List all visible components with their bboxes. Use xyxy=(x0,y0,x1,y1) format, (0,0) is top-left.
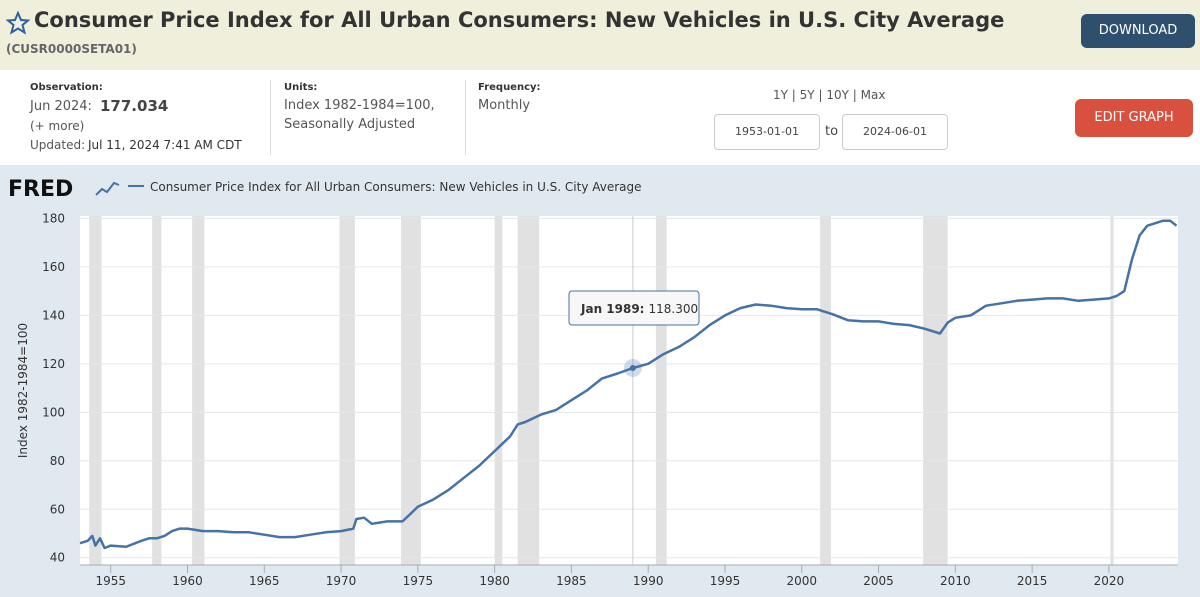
header xyxy=(0,0,1200,70)
tooltip: Jan 1989: 118.300 xyxy=(568,290,700,326)
series-line xyxy=(79,219,1178,550)
y-axis-label: Index 1982-1984=100 xyxy=(16,323,30,458)
range-link[interactable]: 5Y xyxy=(799,88,815,102)
edit-graph-button[interactable]: EDIT GRAPH xyxy=(1075,99,1193,137)
separator: | xyxy=(791,88,796,102)
y-tick-label: 180 xyxy=(42,211,65,225)
favorite-star[interactable] xyxy=(6,11,30,35)
recession-band xyxy=(820,216,831,565)
recession-band xyxy=(192,216,205,565)
logo-icon xyxy=(95,181,120,196)
x-tick-label: 2010 xyxy=(940,574,971,588)
recession-band xyxy=(923,216,948,565)
range-link[interactable]: 10Y xyxy=(826,88,849,102)
download-button[interactable]: DOWNLOAD xyxy=(1081,14,1195,48)
recession-band xyxy=(339,216,355,565)
hover-point xyxy=(629,364,636,371)
tooltip-text: Jan 1989: 118.300 xyxy=(580,302,698,316)
tooltip-value: 118.300 xyxy=(648,302,698,316)
recession-band xyxy=(89,216,102,565)
logo: FRED xyxy=(8,177,73,202)
y-tick-label: 140 xyxy=(42,308,65,322)
x-tick-label: 2015 xyxy=(1017,574,1048,588)
x-tick-label: 1965 xyxy=(249,574,280,588)
label: Frequency: xyxy=(478,82,541,93)
range-link[interactable]: Max xyxy=(860,88,886,102)
more-link[interactable]: (+ more) xyxy=(30,119,85,133)
recession-band xyxy=(1110,216,1114,565)
recession-band xyxy=(655,216,667,565)
x-tick-label: 1985 xyxy=(556,574,587,588)
separator: | xyxy=(852,88,857,102)
to-label: to xyxy=(825,124,839,139)
x-tick-label: 1970 xyxy=(326,574,357,588)
units: Seasonally Adjusted xyxy=(284,117,416,132)
tooltip-label: Jan 1989: xyxy=(580,302,644,316)
updated: Jul 11, 2024 7:41 AM CDT xyxy=(88,138,242,152)
x-tick-label: 2005 xyxy=(863,574,894,588)
divider xyxy=(270,80,271,155)
x-tick-label: 1975 xyxy=(403,574,434,588)
label: Observation: xyxy=(30,82,103,93)
divider xyxy=(465,80,466,155)
y-tick-label: 60 xyxy=(50,502,65,516)
chart: FRED Consumer Price Index for All Urban C… xyxy=(8,177,1178,588)
x-tick-label: 1955 xyxy=(95,574,126,588)
x-tick-label: 1990 xyxy=(633,574,664,588)
recession-band xyxy=(152,216,162,565)
x-tick-label: 1995 xyxy=(710,574,741,588)
legend-label: Consumer Price Index for All Urban Consu… xyxy=(150,180,642,194)
series-id: (CUSR0000SETA01) xyxy=(6,42,137,56)
y-tick-label: 120 xyxy=(42,357,65,371)
y-tick-label: 40 xyxy=(50,551,65,565)
recession-band xyxy=(494,216,503,565)
x-tick-label: 2020 xyxy=(1094,574,1125,588)
separator: | xyxy=(818,88,823,102)
start-date[interactable]: 1953-01-01 xyxy=(714,114,820,150)
tooltip-box xyxy=(568,290,700,326)
y-tick-label: 160 xyxy=(42,260,65,274)
range-control: 1Y | 5Y | 10Y | Max xyxy=(773,88,885,102)
observation-date: Jun 2024: xyxy=(30,99,92,114)
plot-area xyxy=(80,216,1178,565)
title: Consumer Price Index for All Urban Consu… xyxy=(34,8,1005,32)
range-link[interactable]: 1Y xyxy=(773,88,788,102)
label: Units: xyxy=(284,82,318,93)
frequency: Monthly xyxy=(478,98,531,113)
x-tick-label: 2000 xyxy=(786,574,817,588)
recession-band xyxy=(517,216,540,565)
end-date[interactable]: 2024-06-01 xyxy=(842,114,948,150)
x-tick-label: 1980 xyxy=(479,574,510,588)
units: Index 1982-1984=100, xyxy=(284,98,435,113)
recession-band xyxy=(400,216,421,565)
updated-label: Updated: xyxy=(30,138,86,152)
y-tick-label: 100 xyxy=(42,405,65,419)
observation-value: 177.034 xyxy=(100,97,169,115)
y-tick-label: 80 xyxy=(50,454,65,468)
x-tick-label: 1960 xyxy=(172,574,203,588)
